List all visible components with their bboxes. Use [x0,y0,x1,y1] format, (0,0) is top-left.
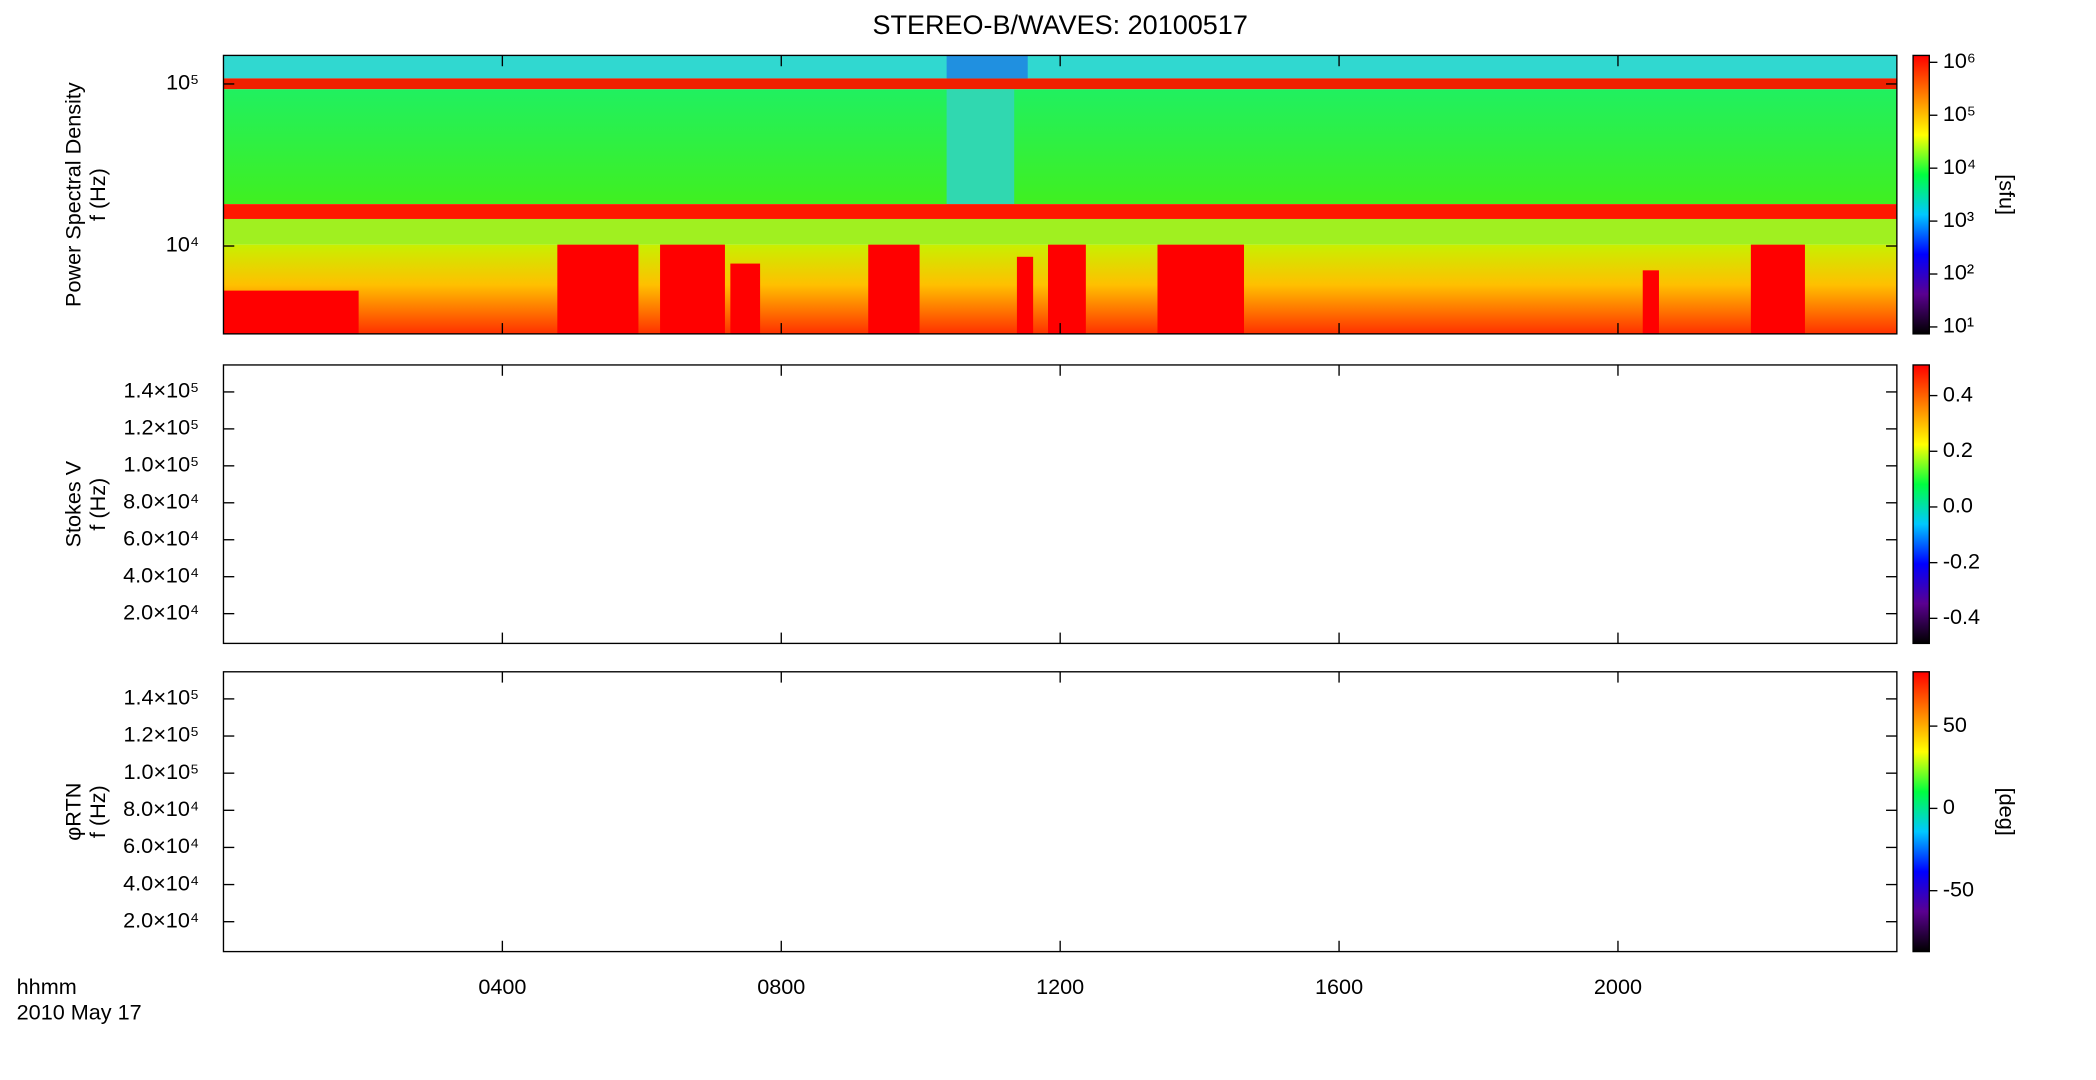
y-tick-label: 6.0×10⁴ [123,525,199,550]
colorbar-tick-label: 50 [1943,712,1967,737]
colorbar [1912,54,1930,335]
y-tick-label: 2.0×10⁴ [123,907,199,932]
y-tick-label: 1.0×10⁵ [123,759,199,784]
y-tick-label: 1.4×10⁵ [123,378,199,403]
colorbar-tick-label: -50 [1943,876,1974,901]
y-tick-label: 4.0×10⁴ [123,562,199,587]
x-tick-label: 0800 [757,974,805,999]
chart-title: STEREO-B/WAVES: 20100517 [872,10,1247,40]
plot-frame [222,364,1898,645]
y-axis-label: f (Hz) [85,478,110,531]
colorbar-tick-label: -0.2 [1943,548,1980,573]
y-tick-label: 4.0×10⁴ [123,870,199,895]
y-axis-label: φRTN [61,783,86,841]
y-tick-label: 2.0×10⁴ [123,599,199,624]
spectrogram [223,55,1897,334]
y-tick-label: 1.2×10⁵ [123,722,199,747]
x-tick-label: 0400 [478,974,526,999]
colorbar-tick-label: 10³ [1943,207,1974,232]
colorbar-tick-label: 10⁴ [1943,154,1976,179]
x-axis-label: 2010 May 17 [17,999,142,1024]
colorbar-tick-label: 10¹ [1943,313,1974,338]
colorbar-label: [sfu] [1994,174,2019,215]
y-tick-label: 6.0×10⁴ [123,833,199,858]
colorbar [1912,671,1930,953]
x-axis-label: hhmm [17,974,77,999]
x-tick-label: 2000 [1594,974,1642,999]
colorbar-tick-label: 10² [1943,260,1974,285]
colorbar-tick-label: 0.0 [1943,493,1973,518]
colorbar-tick-label: 0.4 [1943,381,1973,406]
colorbar-tick-label: 10⁶ [1943,48,1976,73]
y-axis-label: f (Hz) [85,168,110,221]
colorbar [1912,364,1930,645]
colorbar-label: [deg] [1994,788,2019,836]
y-axis-label: f (Hz) [85,785,110,838]
y-axis-label: Power Spectral Density [61,82,86,307]
plot-frame [222,671,1898,953]
x-tick-label: 1600 [1315,974,1363,999]
y-tick-label: 8.0×10⁴ [123,489,199,514]
colorbar-tick-label: 0 [1943,794,1955,819]
chart-layer: STEREO-B/WAVES: 20100517 10⁴ 10⁵ Power Spec… [17,10,2020,1024]
y-tick-label: 1.0×10⁵ [123,452,199,477]
y-axis-label: Stokes V [61,460,86,547]
y-tick-label: 10⁵ [166,70,199,95]
y-tick-label: 8.0×10⁴ [123,796,199,821]
colorbar-tick-label: 0.2 [1943,437,1973,462]
y-tick-label: 1.4×10⁵ [123,685,199,710]
colorbar-tick-label: 10⁵ [1943,101,1976,126]
x-tick-label: 1200 [1036,974,1084,999]
y-tick-label: 10⁴ [166,232,199,257]
y-tick-label: 1.2×10⁵ [123,415,199,440]
colorbar-tick-label: -0.4 [1943,604,1980,629]
